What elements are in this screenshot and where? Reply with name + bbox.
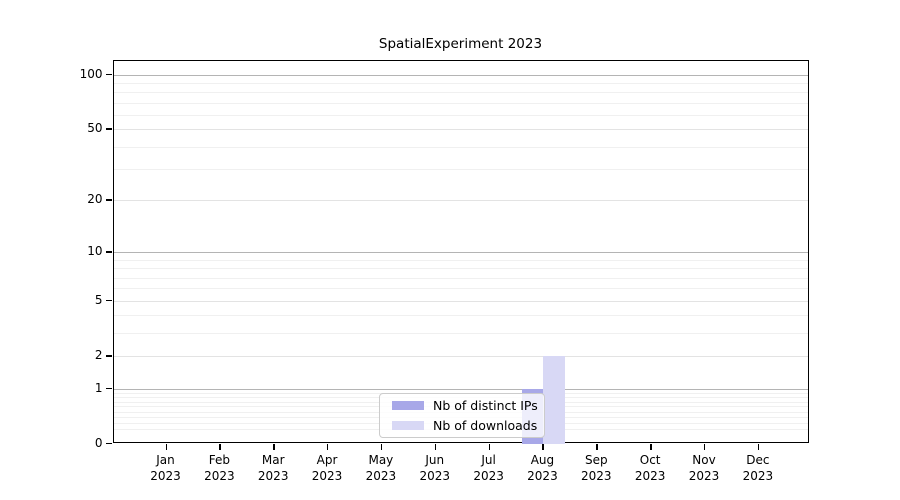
- gridline-y-8: [113, 268, 808, 270]
- x-tick-label-apr-2023: Apr 2023: [311, 453, 343, 483]
- gridline-y-6: [113, 288, 808, 290]
- y-tick-label-20: 20: [87, 192, 103, 207]
- y-tick-0: [106, 443, 112, 445]
- y-tick-100: [106, 73, 112, 76]
- y-tick-label-10: 10: [87, 244, 103, 259]
- y-tick-label-1: 1: [94, 380, 103, 395]
- gridline-y-1: [113, 388, 808, 390]
- x-tick-label-may-2023: May 2023: [365, 453, 397, 483]
- x-tick-sep-2023: [596, 444, 598, 450]
- bar-aug-2023-downloads: [543, 356, 565, 444]
- x-tick-label-mar-2023: Mar 2023: [257, 453, 289, 483]
- legend-label-distinct-ips: Nb of distinct IPs: [433, 398, 538, 413]
- x-tick-jun-2023: [434, 444, 437, 450]
- y-tick-label-50: 50: [87, 121, 103, 136]
- gridline-y-9: [113, 259, 808, 261]
- x-tick-label-aug-2023: Aug 2023: [527, 453, 558, 483]
- gridline-y-10: [113, 252, 808, 254]
- legend-row-distinct-ips: Nb of distinct IPs: [392, 398, 538, 413]
- y-tick-label-2: 2: [94, 348, 103, 363]
- x-tick-label-jun-2023: Jun 2023: [419, 453, 451, 483]
- y-tick-5: [106, 299, 112, 302]
- gridline-y-7: [113, 277, 808, 279]
- x-tick-mar-2023: [273, 444, 275, 450]
- plot-area: Nb of distinct IPs Nb of downloads: [112, 59, 809, 444]
- x-tick-apr-2023: [327, 444, 329, 450]
- legend-row-downloads: Nb of downloads: [392, 418, 538, 433]
- gridline-y-70: [113, 102, 808, 104]
- gridline-y-30: [113, 169, 808, 171]
- gridline-y-40: [113, 146, 808, 148]
- y-tick-10: [106, 251, 112, 253]
- y-tick-label-5: 5: [94, 292, 103, 307]
- x-tick-label-sep-2023: Sep 2023: [581, 453, 612, 483]
- y-tick-20: [106, 199, 112, 201]
- x-tick-label-feb-2023: Feb 2023: [204, 453, 235, 483]
- x-tick-may-2023: [380, 444, 383, 450]
- x-tick-jan-2023: [165, 444, 167, 450]
- x-tick-dec-2023: [757, 444, 760, 450]
- y-tick-2: [106, 355, 112, 357]
- y-tick-label-0: 0: [94, 436, 103, 450]
- x-tick-feb-2023: [219, 444, 221, 450]
- gridline-y-4: [113, 315, 808, 317]
- legend-label-downloads: Nb of downloads: [433, 418, 538, 433]
- x-tick-label-jul-2023: Jul 2023: [473, 453, 504, 483]
- y-tick-50: [106, 128, 112, 130]
- gridline-y-60: [113, 115, 808, 117]
- x-tick-jul-2023: [488, 444, 490, 450]
- y-tick-1: [106, 387, 112, 389]
- gridline-y-80: [113, 92, 808, 94]
- gridline-y-100: [113, 74, 808, 76]
- gridline-y-5: [113, 300, 808, 302]
- x-tick-oct-2023: [650, 444, 652, 450]
- x-tick-nov-2023: [704, 444, 706, 450]
- gridline-y-50: [113, 129, 808, 131]
- x-tick-aug-2023: [542, 444, 544, 450]
- gridline-y-20: [113, 200, 808, 202]
- x-tick-label-jan-2023: Jan 2023: [150, 453, 181, 483]
- downloads-swatch: [392, 420, 424, 431]
- y-tick-label-100: 100: [79, 66, 103, 81]
- gridline-y-90: [113, 83, 808, 85]
- gridline-y-2: [113, 356, 808, 358]
- chart-title: SpatialExperiment 2023: [378, 36, 543, 52]
- gridline-y-3: [113, 333, 808, 335]
- x-tick-label-nov-2023: Nov 2023: [688, 453, 720, 483]
- distinct-ips-swatch: [392, 400, 424, 411]
- x-tick-label-dec-2023: Dec 2023: [742, 453, 774, 483]
- x-tick-label-oct-2023: Oct 2023: [634, 453, 666, 483]
- legend: Nb of distinct IPs Nb of downloads: [379, 393, 545, 438]
